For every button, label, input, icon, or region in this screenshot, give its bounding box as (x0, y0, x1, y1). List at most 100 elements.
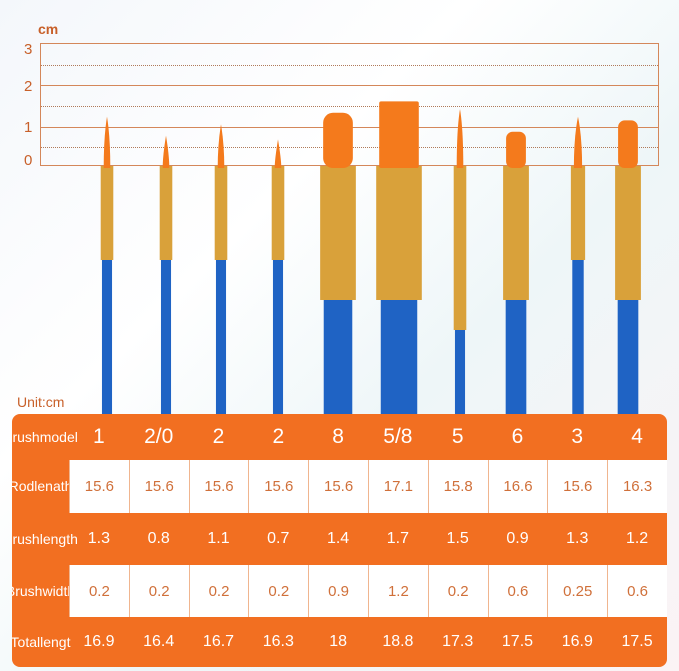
brush-handle (160, 260, 172, 420)
brush-handle (572, 260, 584, 420)
table-cell: 18 (329, 633, 347, 650)
brush-ferrule (376, 166, 422, 300)
table-cell: 0.8 (147, 530, 170, 547)
brush-bristles (379, 101, 419, 168)
row-header-line: width (42, 582, 76, 599)
table-row: Brushwidth0.20.20.20.20.91.20.20.60.250.… (12, 565, 667, 617)
brush-ferrule (100, 166, 114, 260)
table-cell: 1.2 (625, 530, 649, 547)
row-header-line: lengt (40, 633, 71, 650)
table-cell: 16.7 (202, 633, 235, 650)
table-cell: 2 (272, 425, 285, 448)
ruler-tick: 1 (24, 119, 33, 136)
table-cell: 15.8 (427, 460, 488, 513)
row-header: Rod lenath (12, 460, 73, 513)
table-cell: 0.2 (69, 565, 129, 617)
ruler-unit: cm (38, 21, 59, 37)
brush-handle (272, 260, 284, 420)
table-row: Rod lenath 15.6 15.6 15.6 15.6 15.6 17.1 15.8 16.… (12, 460, 667, 513)
table-cell: 2 (212, 425, 225, 448)
brush-bristles (618, 120, 638, 168)
table-cell: 3 (571, 425, 584, 448)
table-cell: 1 (93, 425, 105, 448)
brush-handle (101, 260, 113, 420)
brush-handle (505, 300, 527, 420)
brush-ferrule (271, 166, 285, 260)
row-header-line: Brush (12, 582, 43, 599)
table-cell: 5 (451, 425, 464, 448)
row-header-line: length (39, 530, 78, 547)
table-cell: 2/0 (144, 425, 174, 448)
brush-handle (323, 300, 353, 420)
brush-bristles (573, 116, 583, 168)
row-header: Brushlength (12, 513, 78, 565)
table-cell: 16.9 (561, 633, 593, 650)
table-cell: 1.5 (446, 530, 469, 547)
table-cell: 0.7 (267, 530, 290, 547)
table-cell: 17.5 (501, 633, 534, 650)
brush-bristles (162, 135, 170, 168)
table-cell: 17.5 (621, 633, 653, 650)
unit-label: Unit:cm (17, 394, 65, 410)
size-table: Brushmodel12/02285/85634Rodlenath15.615.… (12, 414, 667, 667)
table-cell: 1.3 (87, 530, 111, 547)
row-header-line: Brush (12, 428, 40, 445)
table-cell: 15.6 (188, 460, 249, 513)
table-cell: 1.4 (326, 530, 350, 547)
table-cell: 1.2 (367, 565, 428, 617)
table-cell: 15.6 (547, 460, 608, 513)
table-row: Brushlength 1.3 0.8 1.1 0.7 1.4 1.7 1.5 0.9 1.3 1.… (12, 513, 667, 565)
table-cell: 16.3 (607, 460, 667, 513)
table-cell: 15.6 (128, 460, 189, 513)
ruler-tick: 2 (24, 78, 33, 95)
table-cell: 0.2 (427, 565, 488, 617)
table-cell: 4 (631, 425, 643, 448)
table-cell: 16.3 (262, 633, 294, 650)
table-cell: 16.9 (83, 633, 115, 650)
brush-set-image (100, 101, 641, 420)
brush-handle (617, 300, 639, 420)
table-cell: 17.1 (367, 460, 428, 513)
brush-bristles (456, 109, 464, 168)
table-cell: 6 (511, 425, 524, 448)
brush-ferrule (214, 166, 228, 260)
row-header-line: Brush (12, 530, 40, 547)
table-cell: 0.2 (248, 565, 309, 617)
brush-ferrule (615, 166, 641, 300)
table-cell: 1.3 (566, 530, 589, 547)
table-cell: 0.2 (188, 565, 249, 617)
table-row: Brushmodel 1 2/0 2 2 8 5/8 5 6 3 4 (12, 414, 667, 460)
table-cell: 15.6 (248, 460, 309, 513)
brush-handle (454, 330, 466, 420)
table-cell: 8 (332, 425, 344, 448)
row-header: Total lengt (12, 617, 71, 667)
table-cell: 1.1 (207, 530, 230, 547)
table-cell: 5/8 (383, 425, 413, 448)
brush-handle (380, 300, 418, 420)
brush-ferrule (503, 166, 529, 300)
table-cell: 16.4 (143, 633, 175, 650)
table-cell: 0.25 (547, 565, 608, 617)
brush-bristles (103, 116, 111, 168)
ruler-tick: 0 (24, 152, 33, 169)
table-cell: 0.9 (506, 530, 529, 547)
table-cell: 0.6 (487, 565, 548, 617)
table-row: Total lengt 16.9 16.4 16.7 16.3 18 18.8 17.3 17.5… (12, 617, 667, 667)
table-cell: 18.8 (382, 633, 414, 650)
row-header-line: model (39, 428, 78, 445)
table-cell: 1.7 (386, 530, 409, 547)
table-cell: 15.6 (69, 460, 129, 513)
brush-bristles (323, 112, 353, 168)
ruler-tick: 3 (24, 41, 33, 58)
table-cell: 17.3 (442, 633, 474, 650)
row-header: Brushwidth (12, 565, 75, 617)
brush-ferrule (159, 166, 173, 260)
brush-bristles (217, 124, 225, 168)
table-cell: 15.6 (308, 460, 368, 513)
brush-ferrule (453, 166, 467, 330)
row-header-line: lenath (34, 478, 73, 494)
brush-bristles (506, 131, 526, 168)
row-header: Brushmodel (12, 414, 78, 460)
brush-bristles (274, 139, 282, 168)
